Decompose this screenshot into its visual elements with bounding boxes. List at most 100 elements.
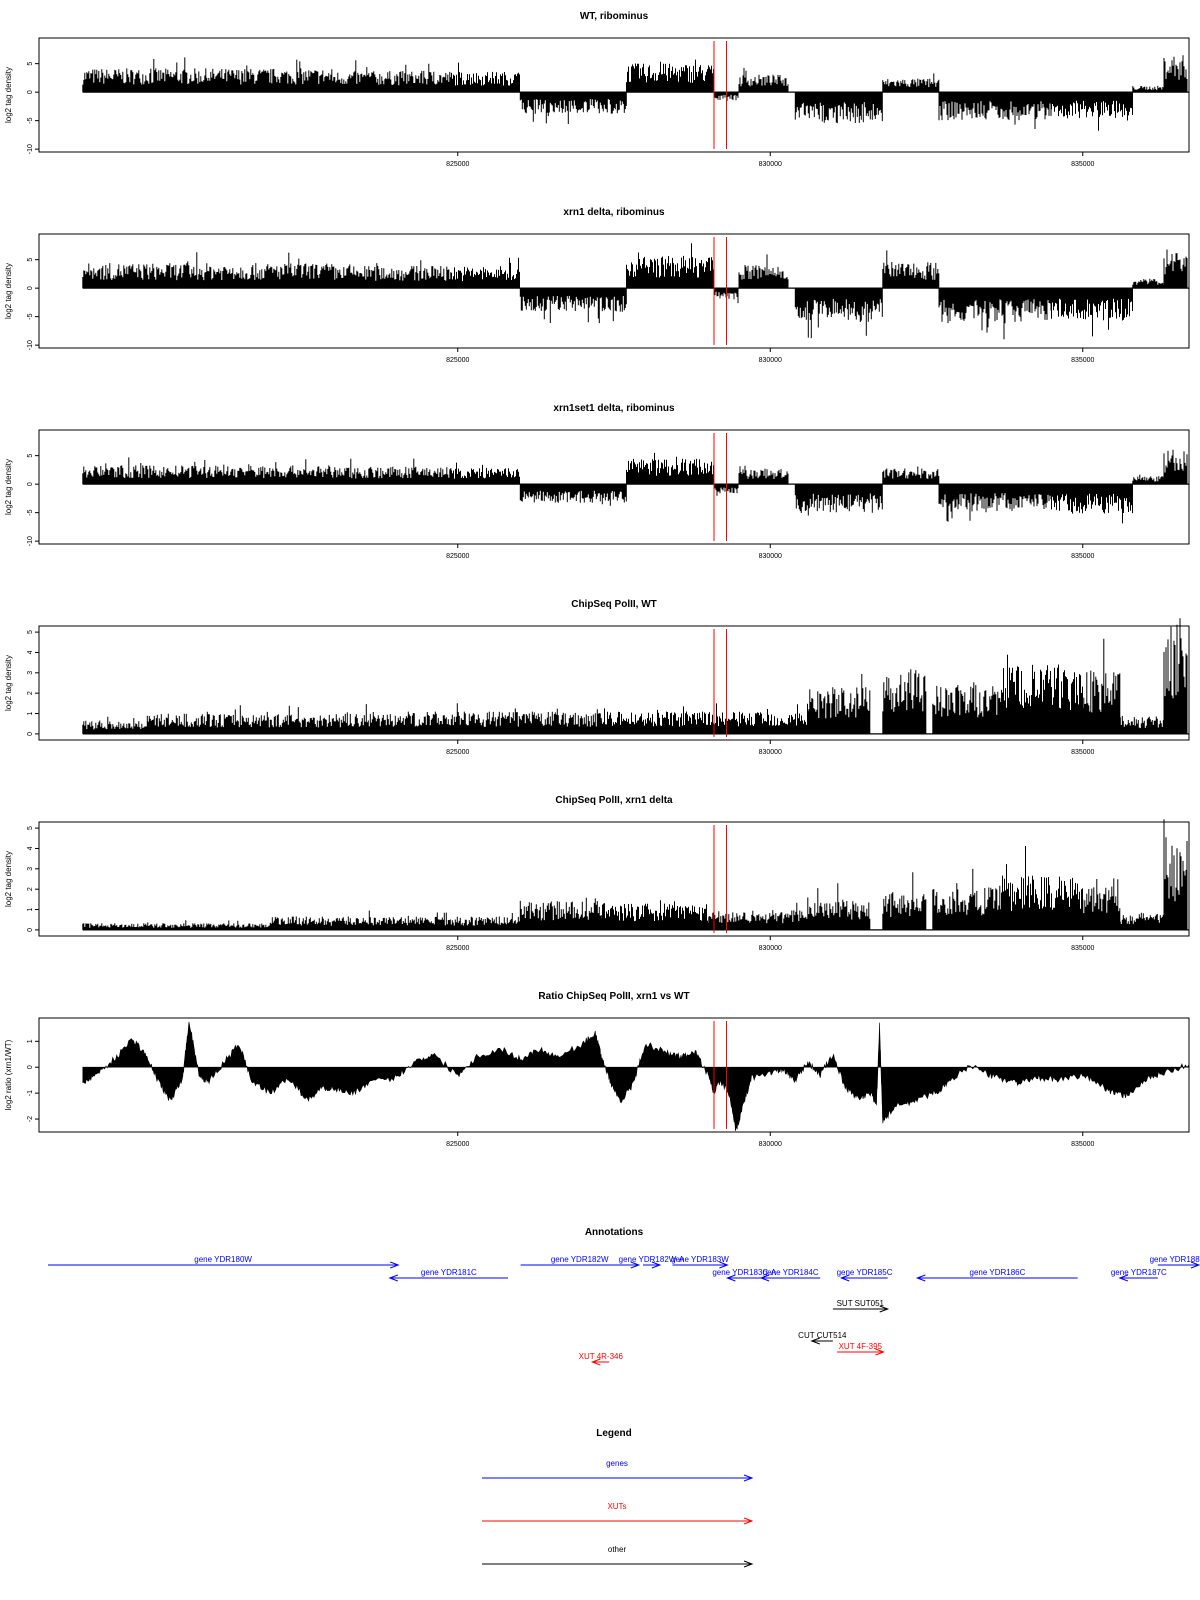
y-tick-label: -2 — [27, 1116, 34, 1122]
feature-label: gene YDR184C — [763, 1268, 819, 1277]
data-bars — [82, 449, 1188, 524]
feature-label: gene YDR187C — [1111, 1268, 1167, 1277]
feature-12: SUT SUT051 — [832, 1299, 890, 1313]
feature-label: XUT 4F-395 — [839, 1342, 883, 1351]
y-tick-label: -5 — [27, 509, 34, 515]
feature-11: gene YDR188W — [1150, 1255, 1200, 1269]
y-tick-label: -10 — [27, 536, 34, 546]
x-tick-label: 830000 — [759, 161, 782, 168]
legend-item-genes: genes — [482, 1459, 754, 1482]
y-tick-label: -1 — [27, 1090, 34, 1096]
ratio-area — [82, 1021, 1190, 1131]
x-tick-label: 835000 — [1071, 553, 1094, 560]
feature-arrow-head — [1190, 1261, 1200, 1269]
y-tick-label: 1 — [27, 1039, 34, 1043]
x-tick-label: 835000 — [1071, 945, 1094, 952]
x-tick-label: 835000 — [1071, 161, 1094, 168]
data-bars — [82, 243, 1188, 340]
x-tick-label: 835000 — [1071, 357, 1094, 364]
annotations-title: Annotations — [585, 1227, 644, 1238]
x-tick-label: 830000 — [759, 749, 782, 756]
feature-3: gene YDR182W — [520, 1255, 641, 1269]
feature-8: gene YDR185C — [837, 1268, 893, 1282]
x-tick-label: 825000 — [446, 1141, 469, 1148]
feature-arrow-head — [879, 1305, 890, 1313]
chart-panel-2: xrn1 delta, ribominus log2 tag density -10… — [4, 207, 1190, 364]
data-bars — [82, 55, 1188, 131]
feature-arrow-head — [719, 1261, 729, 1269]
x-tick-label: 825000 — [446, 553, 469, 560]
y-axis-label: log2 tag density — [4, 459, 13, 515]
y-tick-label: 1 — [27, 711, 34, 715]
chart-panel-3: xrn1set1 delta, ribominus log2 tag densit… — [4, 403, 1190, 560]
chart-panel-5: ChipSeq PolII, xrn1 delta log2 tag densit… — [4, 795, 1190, 952]
feature-arrow-head — [590, 1358, 601, 1366]
feature-label: XUT 4R-346 — [579, 1352, 624, 1361]
feature-arrow-head — [839, 1274, 850, 1282]
y-axis-label: log2 tag density — [4, 851, 13, 907]
feature-label: gene YDR185C — [837, 1268, 893, 1277]
x-tick-label: 830000 — [759, 945, 782, 952]
x-tick-label: 830000 — [759, 1141, 782, 1148]
legend-label: XUTs — [607, 1502, 626, 1511]
feature-arrow-head — [651, 1261, 662, 1269]
y-tick-label: 5 — [27, 62, 34, 66]
feature-arrow-head — [1118, 1274, 1128, 1282]
y-tick-label: 0 — [27, 286, 34, 290]
legend-arrow-head — [743, 1474, 754, 1482]
feature-4: gene YDR182W-A — [619, 1255, 685, 1269]
x-tick-label: 825000 — [446, 161, 469, 168]
plot-frame — [38, 233, 1190, 349]
annotations-panel: Annotations gene YDR180W gene YDR181C gene … — [48, 1227, 1200, 1366]
feature-label: gene YDR182W — [551, 1255, 609, 1264]
y-axis-label: log2 tag density — [4, 67, 13, 123]
plot-frame — [38, 1017, 1190, 1133]
y-tick-label: -10 — [27, 144, 34, 154]
feature-14: XUT 4F-395 — [837, 1342, 885, 1356]
feature-9: gene YDR186C — [915, 1268, 1078, 1282]
x-tick-label: 825000 — [446, 749, 469, 756]
plot-frame — [38, 625, 1190, 741]
feature-2: gene YDR181C — [388, 1268, 508, 1282]
feature-label: gene YDR186C — [970, 1268, 1026, 1277]
legend-arrow-head — [743, 1560, 754, 1568]
y-tick-label: 0 — [27, 1065, 34, 1069]
y-tick-label: 0 — [27, 732, 34, 736]
legend-item-XUTs: XUTs — [482, 1502, 754, 1525]
y-tick-label: 0 — [27, 90, 34, 94]
legend-item-other: other — [482, 1545, 754, 1568]
plot-frame — [38, 429, 1190, 545]
y-tick-label: 4 — [27, 846, 34, 850]
data-bars — [82, 819, 1188, 930]
feature-label: SUT SUT051 — [837, 1299, 885, 1308]
y-tick-label: 3 — [27, 867, 34, 871]
legend-arrow-head — [743, 1517, 754, 1525]
y-axis-label: log2 tag density — [4, 655, 13, 711]
y-axis-label: log2 tag density — [4, 263, 13, 319]
chart-title: Ratio ChipSeq PolII, xrn1 vs WT — [538, 991, 689, 1002]
feature-label: gene YDR183W — [671, 1255, 729, 1264]
y-tick-label: 4 — [27, 650, 34, 654]
y-tick-label: -10 — [27, 340, 34, 350]
y-tick-label: 0 — [27, 482, 34, 486]
chart-title: ChipSeq PolII, xrn1 delta — [555, 795, 673, 806]
chart-title: xrn1set1 delta, ribominus — [553, 403, 675, 414]
x-tick-label: 830000 — [759, 357, 782, 364]
data-bars — [82, 618, 1188, 734]
x-tick-label: 825000 — [446, 945, 469, 952]
chart-title: xrn1 delta, ribominus — [563, 207, 665, 218]
y-tick-label: -5 — [27, 313, 34, 319]
chart-panel-1: WT, ribominus log2 tag density -10 -5 0 5 8250… — [4, 11, 1190, 168]
y-tick-label: 5 — [27, 258, 34, 262]
y-tick-label: 5 — [27, 454, 34, 458]
chart-panel-4: ChipSeq PolII, WT log2 tag density 0 1 2 3 4 5 8… — [4, 599, 1190, 756]
feature-13: CUT CUT514 — [798, 1331, 847, 1345]
legend-panel: Legend genes XUTs other — [482, 1428, 754, 1568]
feature-arrow-head — [759, 1274, 770, 1282]
feature-label: gene YDR188W — [1150, 1255, 1200, 1264]
feature-5: gene YDR183W — [671, 1255, 729, 1269]
y-tick-label: 2 — [27, 691, 34, 695]
feature-arrow-head — [810, 1337, 820, 1345]
y-tick-label: 5 — [27, 630, 34, 634]
feature-label: gene YDR183C-A — [712, 1268, 777, 1277]
